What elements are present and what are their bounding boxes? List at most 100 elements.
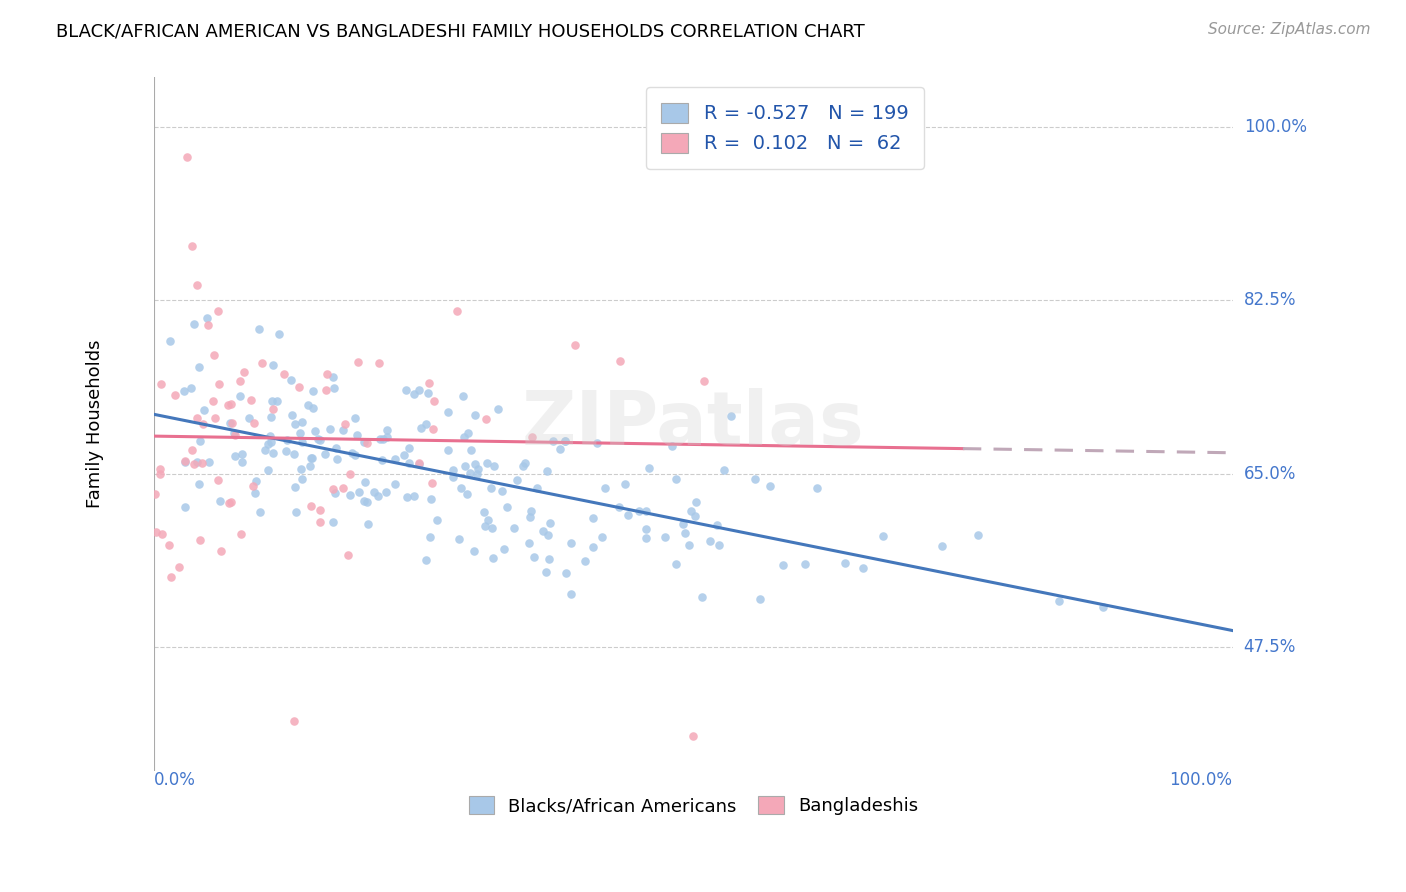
Point	[537, 528, 560, 542]
Text: 100.0%: 100.0%	[1170, 771, 1233, 789]
Point	[492, 542, 515, 557]
Point	[245, 475, 267, 489]
Point	[384, 452, 406, 467]
Point	[315, 383, 337, 397]
Point	[426, 513, 449, 527]
Point	[343, 448, 366, 462]
Point	[322, 369, 344, 384]
Point	[474, 519, 496, 533]
Point	[538, 552, 561, 566]
Point	[299, 458, 322, 473]
Point	[560, 586, 582, 600]
Point	[354, 475, 377, 489]
Point	[367, 489, 389, 503]
Point	[243, 417, 266, 431]
Point	[531, 524, 554, 539]
Point	[307, 432, 329, 446]
Point	[472, 505, 495, 519]
Point	[290, 462, 312, 476]
Point	[759, 479, 782, 493]
Point	[231, 447, 253, 461]
Point	[149, 377, 172, 392]
Point	[262, 358, 284, 372]
Point	[515, 456, 537, 470]
Point	[180, 381, 202, 395]
Point	[749, 592, 772, 607]
Text: 100.0%: 100.0%	[1244, 118, 1306, 136]
Point	[207, 303, 229, 318]
Point	[482, 459, 505, 474]
Point	[479, 481, 502, 495]
Point	[574, 554, 596, 568]
Point	[543, 434, 565, 449]
Point	[346, 355, 368, 369]
Point	[344, 410, 367, 425]
Point	[159, 334, 181, 348]
Point	[772, 558, 794, 572]
Point	[661, 439, 683, 453]
Point	[617, 508, 640, 522]
Point	[422, 422, 444, 436]
Point	[454, 459, 477, 474]
Point	[314, 447, 336, 461]
Point	[713, 463, 735, 477]
Point	[284, 417, 307, 432]
Point	[495, 500, 517, 514]
Point	[458, 466, 481, 480]
Point	[208, 494, 231, 508]
Point	[441, 463, 464, 477]
Point	[290, 435, 312, 450]
Text: Family Households: Family Households	[86, 340, 104, 508]
Point	[353, 434, 375, 449]
Point	[793, 557, 815, 571]
Point	[242, 478, 264, 492]
Point	[181, 443, 204, 458]
Point	[593, 481, 616, 495]
Point	[322, 515, 344, 529]
Point	[176, 150, 198, 164]
Point	[174, 500, 197, 514]
Point	[346, 427, 368, 442]
Point	[287, 379, 309, 393]
Point	[266, 394, 288, 409]
Point	[291, 416, 314, 430]
Point	[460, 442, 482, 457]
Point	[188, 434, 211, 448]
Point	[420, 492, 443, 507]
Point	[446, 303, 468, 318]
Point	[309, 433, 332, 447]
Point	[243, 485, 266, 500]
Point	[475, 412, 498, 426]
Point	[371, 453, 394, 467]
Point	[419, 530, 441, 544]
Point	[299, 500, 322, 514]
Point	[253, 443, 276, 458]
Point	[744, 471, 766, 485]
Point	[418, 385, 440, 400]
Point	[195, 310, 218, 325]
Point	[356, 495, 378, 509]
Point	[349, 485, 371, 500]
Point	[231, 455, 253, 469]
Point	[395, 490, 418, 504]
Point	[481, 520, 503, 534]
Point	[281, 408, 304, 422]
Point	[340, 446, 363, 460]
Point	[450, 481, 472, 495]
Point	[190, 533, 212, 547]
Point	[482, 550, 505, 565]
Point	[707, 538, 730, 552]
Point	[637, 461, 659, 475]
Point	[337, 548, 360, 562]
Point	[290, 472, 312, 486]
Text: Source: ZipAtlas.com: Source: ZipAtlas.com	[1208, 22, 1371, 37]
Point	[628, 504, 651, 518]
Point	[502, 521, 524, 535]
Point	[475, 456, 498, 470]
Point	[280, 373, 302, 387]
Point	[149, 462, 172, 476]
Point	[145, 525, 167, 540]
Point	[224, 426, 246, 441]
Point	[160, 570, 183, 584]
Point	[363, 484, 385, 499]
